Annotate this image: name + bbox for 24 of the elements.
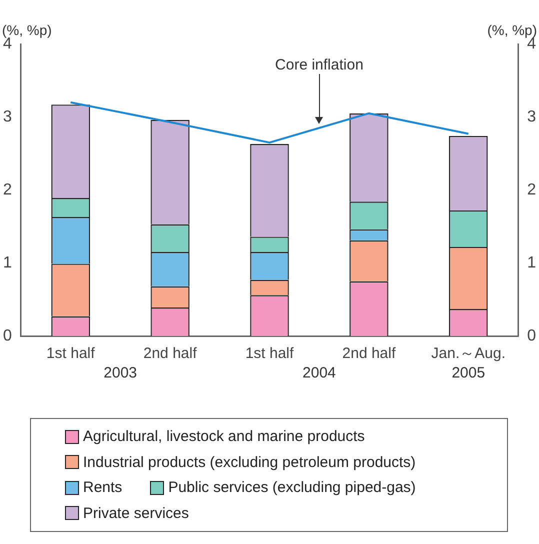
- text: 2003: [104, 364, 138, 382]
- y2-tick-label: 3: [527, 108, 536, 126]
- legend-label: Rents: [83, 478, 122, 498]
- x-tick-label: 1st half: [245, 345, 295, 362]
- y2-tick-label: 2: [527, 181, 536, 198]
- y-tick-label: 0: [2, 327, 12, 344]
- y2-tick-label: 0: [527, 327, 536, 344]
- x-tick-label: 1st half: [46, 345, 96, 362]
- legend-label: Public services (excluding piped-gas): [168, 478, 416, 498]
- legend-label: Private services: [83, 504, 189, 524]
- x-tick-label: Jan.～Aug.: [431, 345, 506, 362]
- legend-label: Agricultural, livestock and marine products: [83, 427, 365, 447]
- text: 2004: [302, 364, 336, 382]
- text: 2005: [452, 364, 486, 382]
- y-tick-label: 2: [2, 181, 12, 198]
- legend-label: Industrial products (excluding petroleum products): [83, 452, 416, 472]
- text: Core inflation: [275, 56, 364, 74]
- y-tick-label: 1: [2, 254, 12, 272]
- y2-axis-title: (%, %p): [487, 22, 537, 38]
- y2-tick-label: 1: [527, 254, 536, 272]
- x-tick-label: 2nd half: [342, 345, 396, 362]
- y-axis-title: (%, %p): [2, 22, 52, 38]
- x-tick-label: 2nd half: [143, 345, 198, 362]
- y-tick-label: 3: [2, 108, 12, 126]
